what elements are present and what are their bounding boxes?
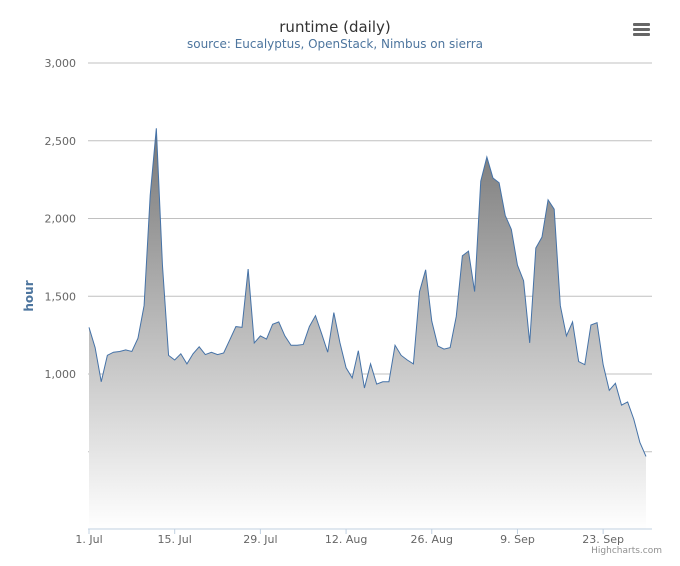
y-tick-label: 3,000 — [45, 57, 77, 70]
y-tick-label: 1,500 — [45, 290, 77, 303]
x-tick-label: 12. Aug — [325, 533, 367, 546]
credits-link[interactable]: Highcharts.com — [591, 546, 662, 556]
chart-subtitle: source: Eucalyptus, OpenStack, Nimbus on… — [187, 37, 483, 51]
chart-title: runtime (daily) — [279, 18, 390, 36]
y-tick-label: 1,000 — [45, 368, 77, 381]
x-tick-label: 26. Aug — [411, 533, 453, 546]
x-tick-label: 15. Jul — [158, 533, 192, 546]
x-tick-label: 1. Jul — [75, 533, 102, 546]
series-line — [88, 128, 647, 457]
y-tick-label: 2,500 — [45, 135, 77, 148]
x-tick-label: 23. Sep — [582, 533, 624, 546]
y-axis-label: hour — [22, 280, 36, 311]
x-tick-label: 29. Jul — [243, 533, 277, 546]
y-tick-label: 2,000 — [45, 213, 77, 226]
x-tick-label: 9. Sep — [500, 533, 535, 546]
x-axis-ticks: 1. Jul 15. Jul 29. Jul 12. Aug 26. Aug 9. Sep… — [75, 529, 624, 546]
y-axis-ticks: 3,000 2,500 2,000 1,500 1,000 — [45, 57, 77, 381]
series-area — [89, 128, 646, 529]
menu-icon[interactable] — [632, 20, 652, 38]
